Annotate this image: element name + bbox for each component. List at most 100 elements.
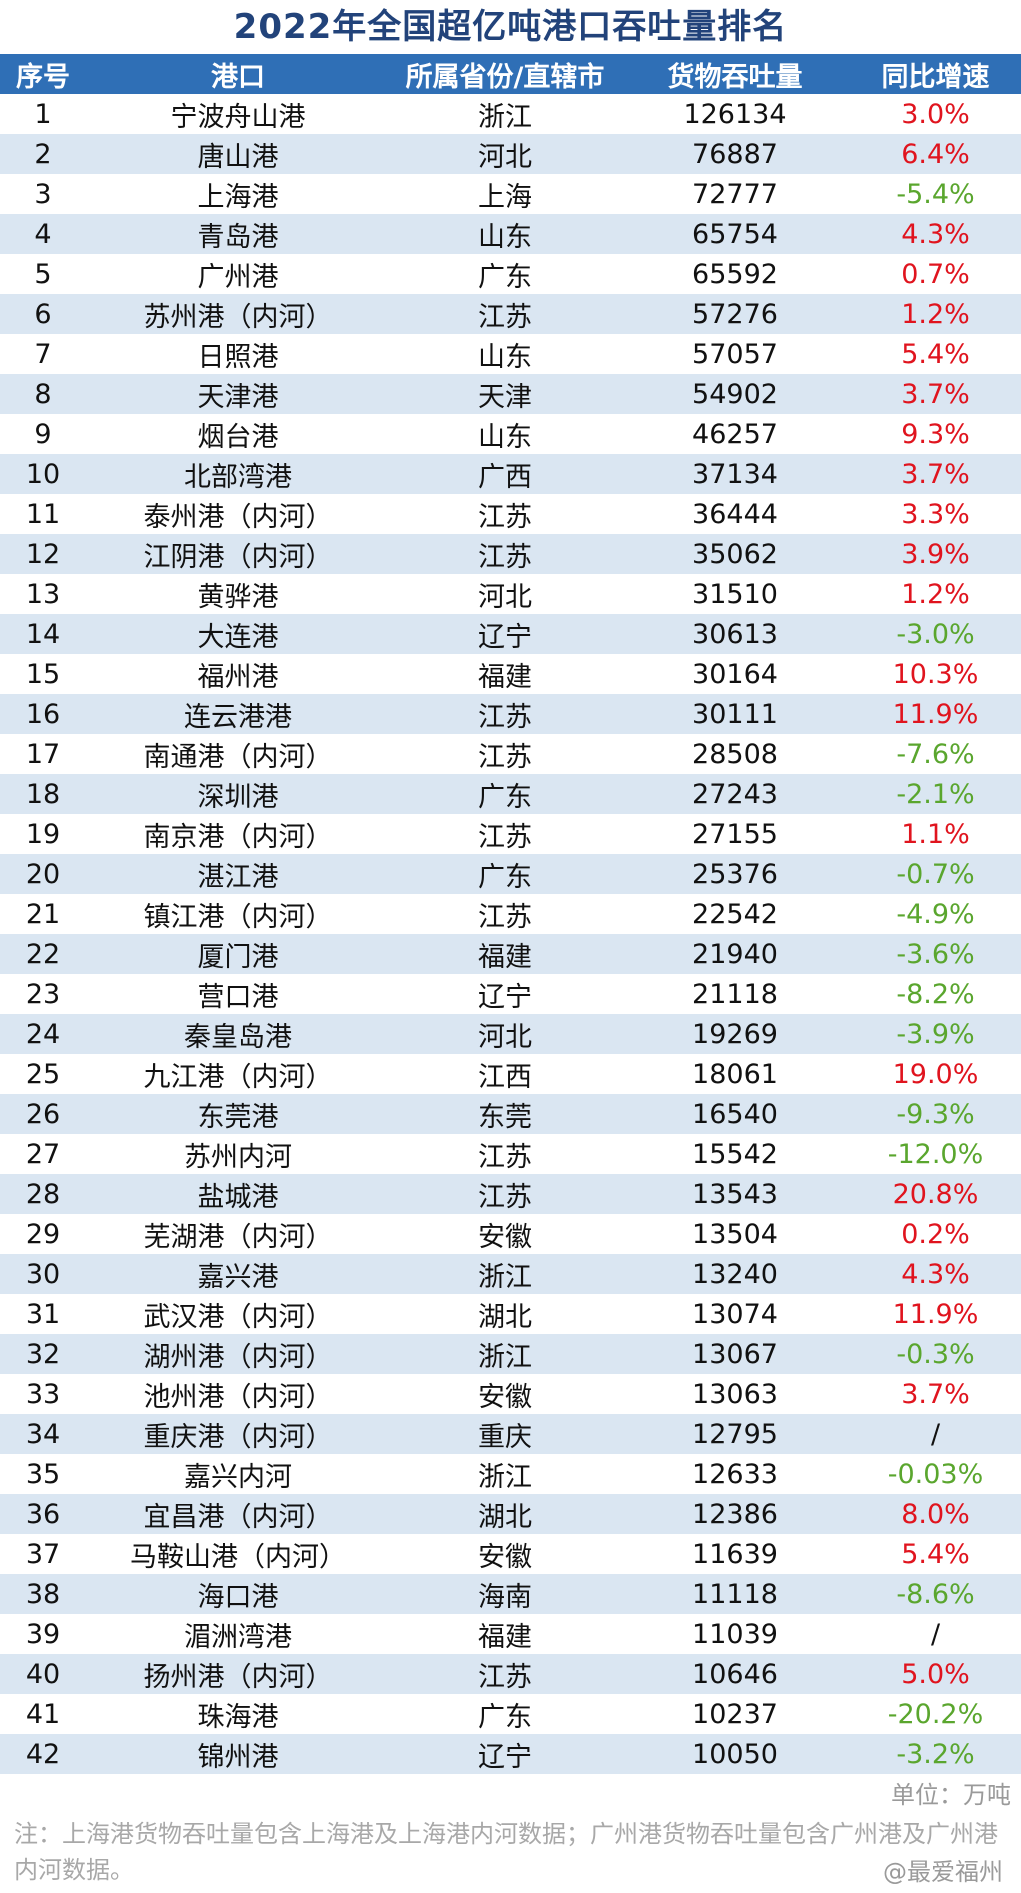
throughput-cell: 18061 — [692, 1058, 778, 1090]
throughput-cell: 72777 — [692, 178, 778, 210]
port-cell: 深圳港 — [197, 781, 279, 813]
port-cell: 烟台港 — [197, 421, 279, 453]
throughput-cell: 30164 — [692, 658, 778, 690]
growth-cell: -0.3% — [896, 1338, 975, 1370]
throughput-cell: 35062 — [692, 538, 778, 570]
table-row: 38 海口港 海南 11118 -8.6% — [0, 1574, 1021, 1614]
port-cell: 九江港（内河） — [143, 1061, 333, 1093]
table-row: 9 烟台港 山东 46257 9.3% — [0, 414, 1021, 454]
header-growth: 同比增速 — [881, 61, 990, 93]
table-row: 14 大连港 辽宁 30613 -3.0% — [0, 614, 1021, 654]
province-cell: 河北 — [478, 1021, 532, 1053]
throughput-cell: 27243 — [692, 778, 778, 810]
table-row: 11 泰州港（内河） 江苏 36444 3.3% — [0, 494, 1021, 534]
port-cell: 江阴港（内河） — [143, 541, 333, 573]
province-cell: 河北 — [478, 141, 532, 173]
province-cell: 山东 — [478, 221, 532, 253]
throughput-cell: 76887 — [692, 138, 778, 170]
table-row: 18 深圳港 广东 27243 -2.1% — [0, 774, 1021, 814]
growth-cell: / — [930, 1618, 941, 1650]
table-row: 21 镇江港（内河） 江苏 22542 -4.9% — [0, 894, 1021, 934]
throughput-cell: 10237 — [692, 1698, 778, 1730]
rank-cell: 3 — [34, 178, 52, 210]
rank-cell: 28 — [25, 1178, 61, 1210]
growth-cell: 5.4% — [901, 1538, 970, 1570]
table-row: 17 南通港（内河） 江苏 28508 -7.6% — [0, 734, 1021, 774]
rank-cell: 7 — [34, 338, 52, 370]
rank-cell: 2 — [34, 138, 52, 170]
throughput-cell: 15542 — [692, 1138, 778, 1170]
province-cell: 江苏 — [478, 541, 532, 573]
growth-cell: -5.4% — [896, 178, 975, 210]
growth-cell: -20.2% — [887, 1698, 984, 1730]
province-cell: 江苏 — [478, 901, 532, 933]
province-cell: 安徽 — [478, 1221, 532, 1253]
province-cell: 天津 — [478, 381, 532, 413]
province-cell: 辽宁 — [478, 981, 532, 1013]
growth-cell: 3.3% — [901, 498, 970, 530]
growth-cell: 3.0% — [901, 98, 970, 130]
province-cell: 江苏 — [478, 741, 532, 773]
throughput-cell: 11039 — [692, 1618, 778, 1650]
growth-cell: 10.3% — [892, 658, 979, 690]
rank-cell: 15 — [25, 658, 61, 690]
province-cell: 广东 — [478, 261, 532, 293]
rank-cell: 10 — [25, 458, 61, 490]
port-cell: 黄骅港 — [197, 581, 279, 613]
table-row: 29 芜湖港（内河） 安徽 13504 0.2% — [0, 1214, 1021, 1254]
rank-cell: 12 — [25, 538, 61, 570]
throughput-cell: 16540 — [692, 1098, 778, 1130]
growth-cell: -3.2% — [896, 1738, 975, 1770]
throughput-cell: 13063 — [692, 1378, 778, 1410]
throughput-cell: 36444 — [692, 498, 778, 530]
throughput-cell: 13504 — [692, 1218, 778, 1250]
port-cell: 嘉兴港 — [197, 1261, 279, 1293]
header-port: 港口 — [211, 61, 265, 93]
port-cell: 厦门港 — [197, 941, 279, 973]
table-row: 35 嘉兴内河 浙江 12633 -0.03% — [0, 1454, 1021, 1494]
province-cell: 海南 — [478, 1581, 532, 1613]
rank-cell: 41 — [25, 1698, 61, 1730]
growth-cell: 8.0% — [901, 1498, 970, 1530]
table-row: 42 锦州港 辽宁 10050 -3.2% — [0, 1734, 1021, 1774]
port-cell: 泰州港（内河） — [143, 501, 333, 533]
port-cell: 重庆港（内河） — [143, 1421, 333, 1453]
rank-cell: 26 — [25, 1098, 61, 1130]
province-cell: 福建 — [478, 941, 532, 973]
province-cell: 河北 — [478, 581, 532, 613]
table-row: 16 连云港港 江苏 30111 11.9% — [0, 694, 1021, 734]
table-row: 4 青岛港 山东 65754 4.3% — [0, 214, 1021, 254]
province-cell: 上海 — [478, 181, 532, 213]
port-cell: 宁波舟山港 — [170, 101, 306, 133]
table-row: 34 重庆港（内河） 重庆 12795 / — [0, 1414, 1021, 1454]
throughput-cell: 13067 — [692, 1338, 778, 1370]
growth-cell: / — [930, 1418, 941, 1450]
rank-cell: 23 — [25, 978, 61, 1010]
rank-cell: 31 — [25, 1298, 61, 1330]
source-credit: @最爱福州 — [883, 1858, 1003, 1886]
growth-cell: -3.6% — [896, 938, 975, 970]
port-cell: 连云港港 — [184, 701, 292, 733]
growth-cell: 4.3% — [901, 1258, 970, 1290]
growth-cell: 11.9% — [892, 1298, 979, 1330]
throughput-cell: 10050 — [692, 1738, 778, 1770]
province-cell: 湖北 — [478, 1501, 532, 1533]
rank-cell: 14 — [25, 618, 61, 650]
province-cell: 江苏 — [478, 301, 532, 333]
rank-cell: 16 — [25, 698, 61, 730]
rank-cell: 20 — [25, 858, 61, 890]
table-row: 8 天津港 天津 54902 3.7% — [0, 374, 1021, 414]
rank-cell: 32 — [25, 1338, 61, 1370]
rank-cell: 37 — [25, 1538, 61, 1570]
table-row: 22 厦门港 福建 21940 -3.6% — [0, 934, 1021, 974]
unit-label: 单位：万吨 — [891, 1781, 1011, 1809]
table-row: 15 福州港 福建 30164 10.3% — [0, 654, 1021, 694]
rank-cell: 29 — [25, 1218, 61, 1250]
table-row: 19 南京港（内河） 江苏 27155 1.1% — [0, 814, 1021, 854]
port-cell: 营口港 — [197, 981, 279, 1013]
throughput-cell: 12795 — [692, 1418, 778, 1450]
province-cell: 江苏 — [478, 1141, 532, 1173]
table-row: 7 日照港 山东 57057 5.4% — [0, 334, 1021, 374]
rank-cell: 1 — [34, 98, 52, 130]
table-row: 25 九江港（内河） 江西 18061 19.0% — [0, 1054, 1021, 1094]
